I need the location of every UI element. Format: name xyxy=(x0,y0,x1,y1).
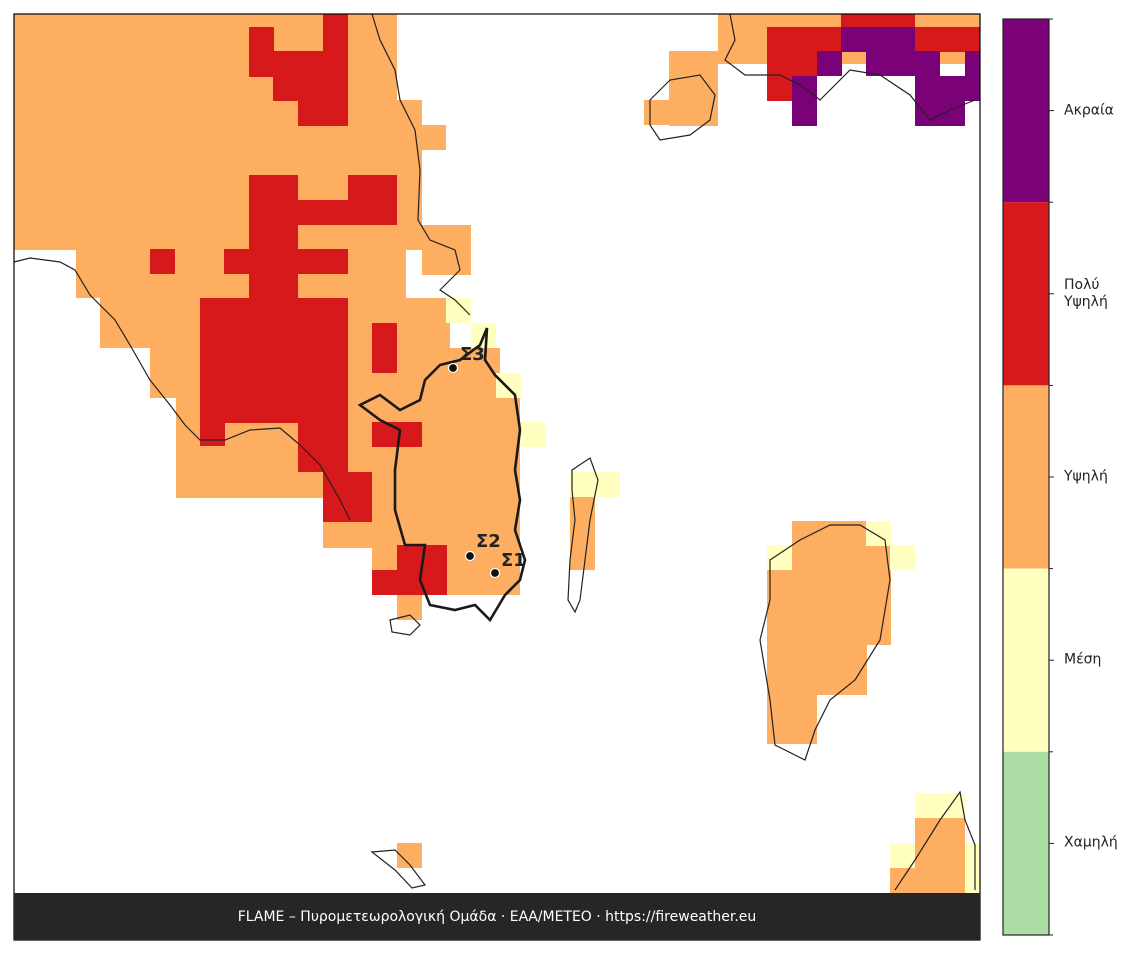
legend-label: Ακραία xyxy=(1064,102,1114,119)
marker-dot xyxy=(447,362,459,374)
legend-label: Μέση xyxy=(1064,651,1102,668)
grid-cell xyxy=(150,249,175,274)
grid-cell xyxy=(397,100,422,250)
grid-cell xyxy=(397,595,422,620)
grid-cell xyxy=(372,422,422,447)
region-outline xyxy=(357,327,527,623)
grid-cell xyxy=(965,843,980,893)
grid-cell xyxy=(841,27,915,52)
colorbar-segment xyxy=(1003,19,1049,203)
footer: FLAME – Πυρομετεωρολογική Ομάδα · ΕΑΑ/ME… xyxy=(14,893,980,940)
grid-cell xyxy=(348,175,397,225)
colorbar xyxy=(1002,18,1054,936)
legend-label: Υψηλή xyxy=(1064,468,1108,485)
grid-cell xyxy=(915,27,980,52)
grid-cell xyxy=(422,225,471,275)
colorbar-segment xyxy=(1003,202,1049,386)
grid-cell xyxy=(767,51,817,76)
grid-cell xyxy=(249,27,274,77)
colorbar-segment xyxy=(1003,568,1049,752)
grid-cell xyxy=(890,545,915,570)
grid-cell xyxy=(298,76,348,126)
danger-grid xyxy=(14,14,980,893)
legend-label: Χαμηλή xyxy=(1064,834,1118,851)
grid-cell xyxy=(200,398,225,446)
marker-label: Σ3 xyxy=(460,344,485,365)
grid-cell xyxy=(767,27,841,52)
marker-dot xyxy=(464,550,476,562)
grid-cell xyxy=(817,51,842,76)
grid-cell xyxy=(890,843,915,868)
grid-cell xyxy=(915,793,965,818)
grid-cell xyxy=(767,76,792,101)
grid-cell xyxy=(767,545,792,570)
coastlines xyxy=(13,13,976,891)
grid-cell xyxy=(446,298,471,323)
marker-label: Σ2 xyxy=(476,531,501,552)
grid-cell xyxy=(890,868,915,893)
grid-cell xyxy=(940,843,965,893)
grid-cell xyxy=(249,175,298,305)
grid-cell xyxy=(298,422,348,472)
grid-cell xyxy=(866,51,940,76)
grid-cell xyxy=(372,323,397,373)
grid-cell xyxy=(767,570,891,645)
legend-label: Πολύ Υψηλή xyxy=(1064,276,1108,310)
grid-cell xyxy=(200,298,348,373)
marker-dot xyxy=(489,567,501,579)
colorbar-segment xyxy=(1003,385,1049,569)
grid-cell xyxy=(520,422,545,447)
grid-cell xyxy=(866,521,891,546)
grid-cell xyxy=(224,249,348,274)
colorbar-segment xyxy=(1003,751,1049,935)
grid-cell xyxy=(841,14,915,27)
grid-cell xyxy=(965,51,980,101)
colorbar-frame xyxy=(1002,18,1050,936)
marker-label: Σ1 xyxy=(501,550,526,571)
grid-cell xyxy=(767,694,817,744)
grid-cell xyxy=(767,645,867,695)
grid-cell xyxy=(496,373,521,398)
grid-cell xyxy=(422,125,446,150)
map-frame xyxy=(13,13,981,941)
grid-cell xyxy=(792,76,817,126)
grid-cell xyxy=(372,570,397,595)
grid-cell xyxy=(915,76,965,126)
